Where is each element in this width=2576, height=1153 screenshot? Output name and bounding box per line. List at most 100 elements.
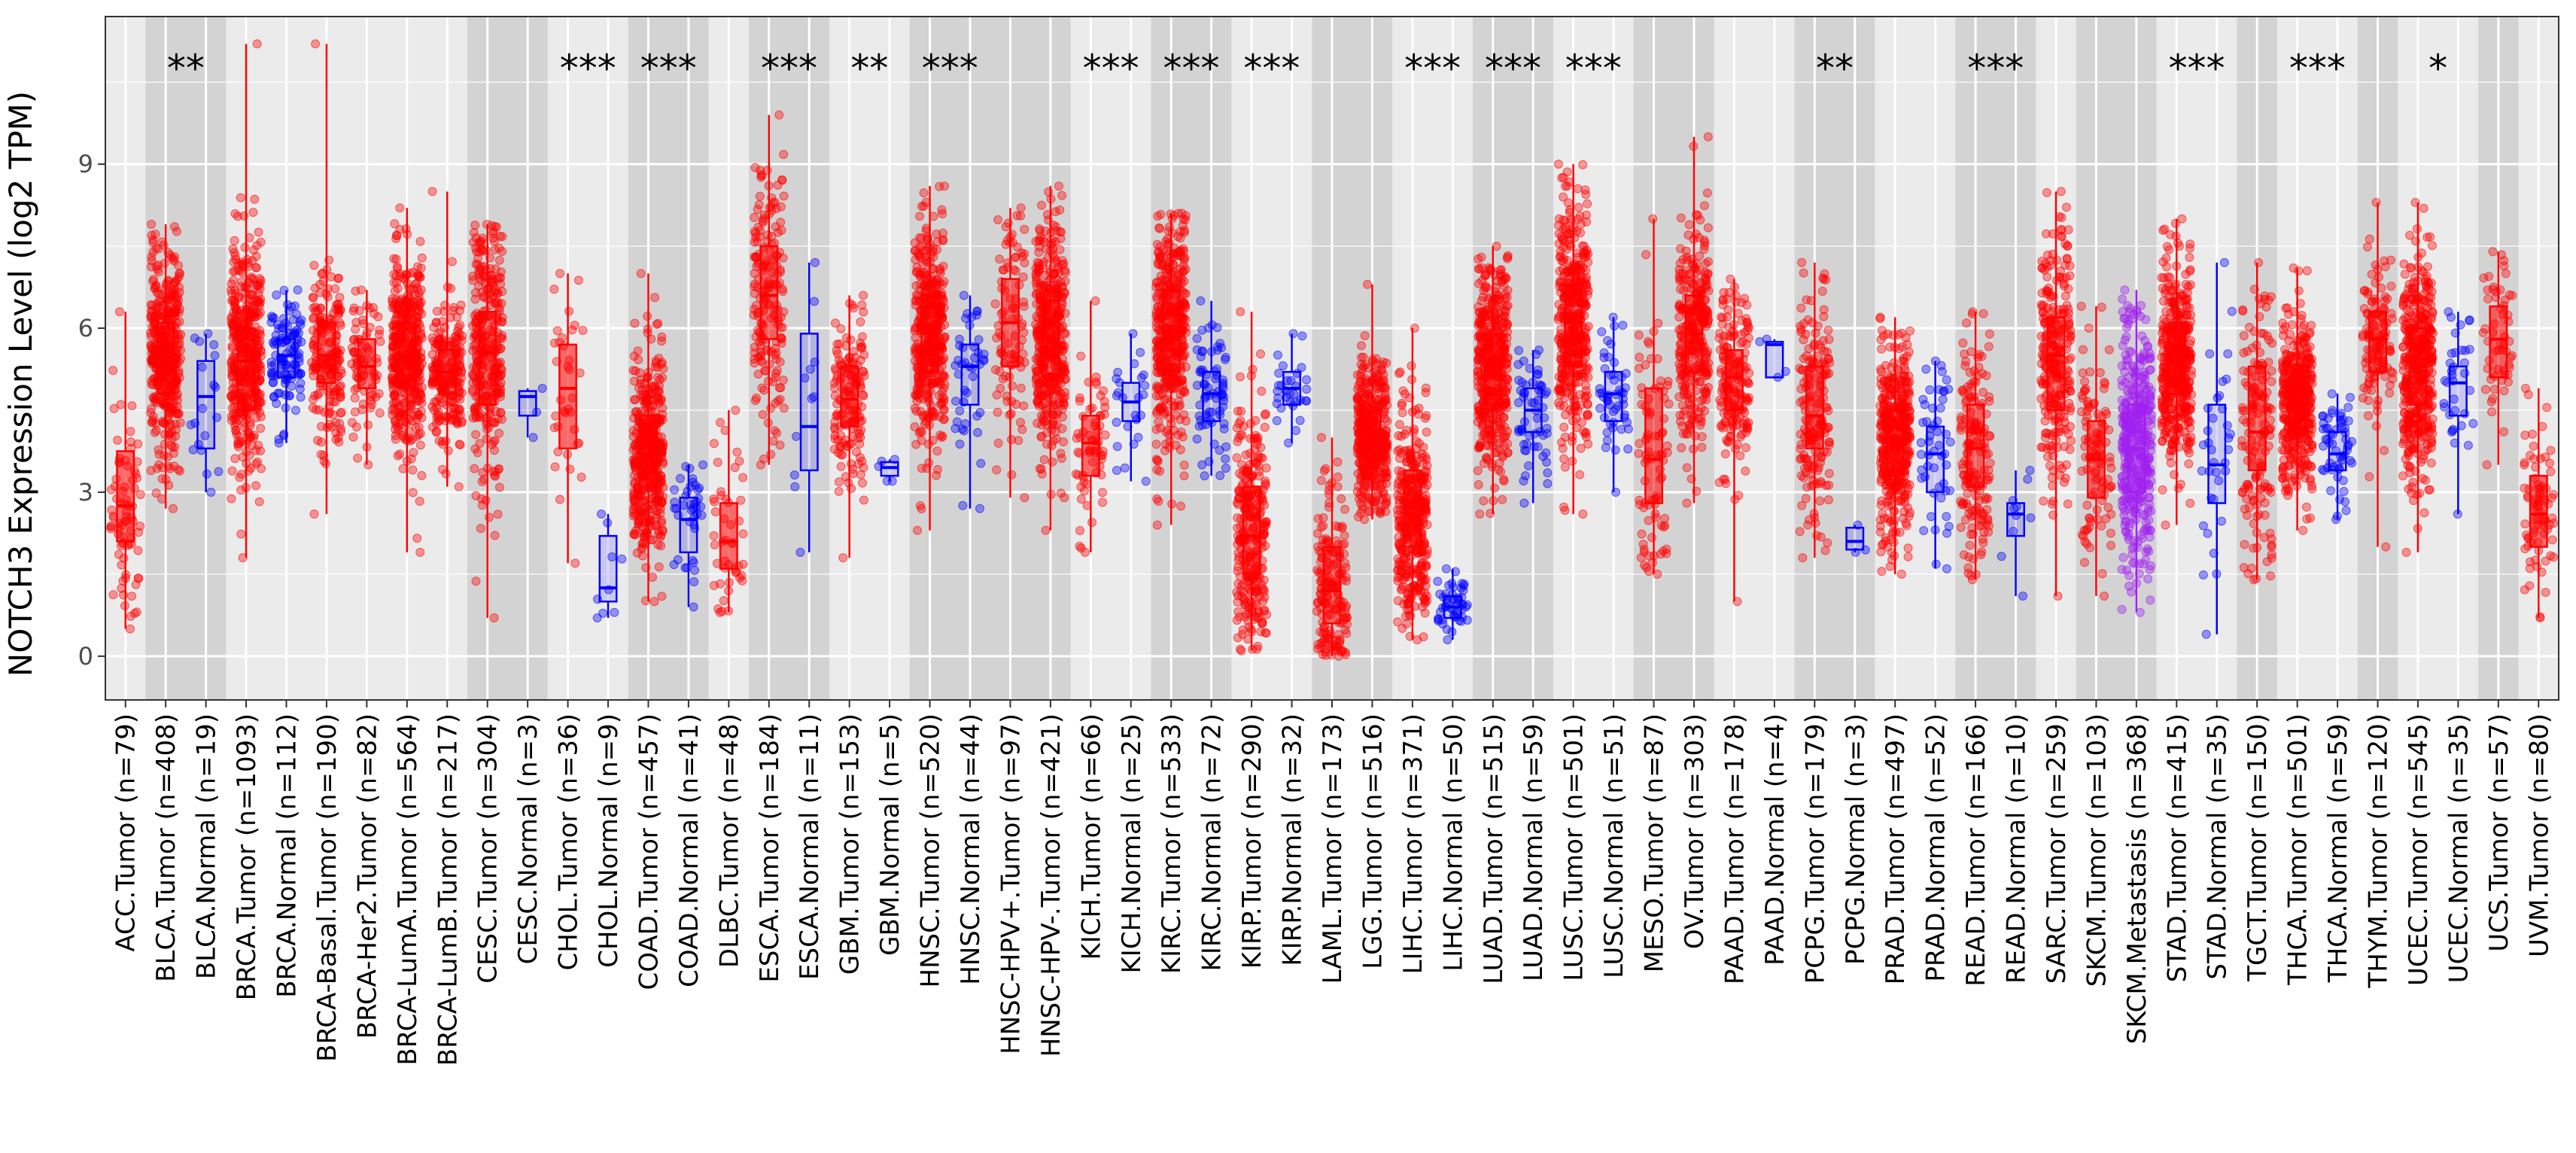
data-point xyxy=(110,404,118,412)
data-point xyxy=(297,316,306,324)
data-point xyxy=(1061,269,1069,277)
data-point xyxy=(451,333,459,341)
data-point xyxy=(920,189,928,197)
data-point xyxy=(976,409,984,417)
data-point xyxy=(1154,212,1162,221)
data-point xyxy=(1197,297,1205,305)
data-point xyxy=(456,306,464,315)
data-point xyxy=(1020,298,1028,306)
data-point xyxy=(1011,267,1020,275)
data-point xyxy=(1076,527,1084,535)
data-point xyxy=(416,441,424,449)
data-point xyxy=(935,391,943,400)
data-point xyxy=(832,347,841,355)
data-point xyxy=(779,376,787,385)
data-point xyxy=(1099,488,1107,497)
data-point xyxy=(676,474,684,482)
data-point xyxy=(316,280,324,288)
data-point xyxy=(434,329,443,337)
data-point xyxy=(777,202,785,211)
data-point xyxy=(252,252,260,260)
data-point xyxy=(396,204,404,212)
data-point xyxy=(830,423,838,431)
data-point xyxy=(767,450,775,458)
data-point xyxy=(999,375,1007,383)
data-point xyxy=(456,343,464,351)
data-point xyxy=(415,423,423,431)
data-point xyxy=(335,310,343,318)
data-point xyxy=(415,397,424,405)
data-point xyxy=(255,281,263,290)
data-point xyxy=(251,195,259,203)
data-point xyxy=(1056,245,1064,254)
data-point xyxy=(550,424,558,432)
data-point xyxy=(210,341,218,349)
data-point xyxy=(735,457,744,465)
data-point xyxy=(831,391,839,400)
data-point xyxy=(844,479,853,487)
data-point xyxy=(920,269,929,278)
data-point xyxy=(439,440,447,449)
data-point xyxy=(485,513,494,522)
data-point xyxy=(936,400,944,409)
data-point xyxy=(497,333,505,342)
data-point xyxy=(448,257,456,266)
data-point xyxy=(756,352,765,361)
data-point xyxy=(1159,403,1167,412)
data-point xyxy=(472,260,480,269)
data-point xyxy=(859,333,867,341)
data-point xyxy=(771,351,779,359)
data-point xyxy=(1154,259,1162,267)
data-point xyxy=(859,291,868,300)
data-point xyxy=(257,238,265,246)
data-point xyxy=(716,418,725,427)
data-point xyxy=(856,434,865,442)
data-point xyxy=(254,228,263,236)
data-point xyxy=(671,485,679,494)
data-point xyxy=(858,342,866,351)
data-point xyxy=(792,432,801,440)
data-point xyxy=(935,182,944,190)
data-point xyxy=(231,210,239,218)
data-point xyxy=(921,378,929,386)
data-point xyxy=(272,331,280,339)
data-point xyxy=(228,467,236,475)
data-point xyxy=(497,300,506,308)
data-point xyxy=(1033,327,1042,335)
data-point xyxy=(394,412,403,420)
data-point xyxy=(1054,387,1063,395)
data-point xyxy=(911,333,920,342)
data-point xyxy=(938,372,947,380)
data-point xyxy=(658,592,666,601)
data-point xyxy=(914,526,922,534)
data-point xyxy=(152,427,160,435)
data-point xyxy=(832,412,841,420)
data-point xyxy=(959,501,967,510)
data-point xyxy=(916,212,924,221)
data-point xyxy=(991,300,999,308)
data-point xyxy=(160,260,169,268)
data-point xyxy=(152,281,160,290)
data-point xyxy=(495,429,503,437)
data-point xyxy=(374,312,382,321)
data-point xyxy=(1035,383,1043,391)
data-point xyxy=(367,392,376,400)
data-point xyxy=(409,466,417,474)
data-point xyxy=(911,297,920,306)
data-point xyxy=(1077,483,1085,491)
data-point xyxy=(1077,352,1085,361)
data-point xyxy=(389,348,397,356)
data-point xyxy=(1036,266,1044,274)
data-point xyxy=(1156,467,1164,476)
data-point xyxy=(630,352,638,361)
data-point xyxy=(1163,247,1171,255)
data-point xyxy=(1154,457,1162,465)
data-point xyxy=(1234,607,1242,616)
data-point xyxy=(750,214,759,222)
data-point xyxy=(312,40,320,48)
data-point xyxy=(1154,248,1163,256)
data-point xyxy=(414,272,422,280)
data-point xyxy=(939,236,947,245)
data-point xyxy=(758,384,766,392)
data-point xyxy=(552,412,560,420)
